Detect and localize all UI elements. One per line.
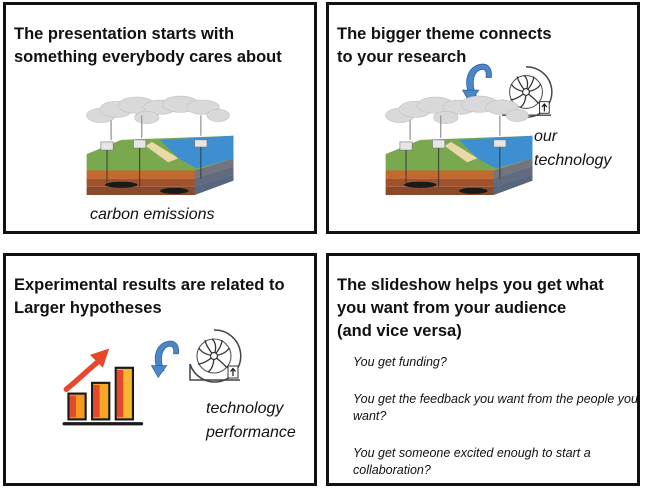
panel-heading: The slideshow helps you get what you wan… [337, 276, 604, 340]
panel-caption: technology performance [206, 400, 296, 441]
bar-chart-growth-icon [62, 342, 148, 428]
turbine-icon [182, 326, 246, 386]
panel-motivation: The presentation starts with something e… [3, 2, 317, 234]
panel-caption: carbon emissions [90, 206, 215, 223]
landscape-cross-section-illustration [80, 95, 234, 197]
panel-heading: The bigger theme connects to your resear… [337, 25, 552, 66]
panel-heading: Experimental results are related to Larg… [14, 276, 285, 317]
landscape-cross-section-illustration [379, 95, 533, 197]
list-item: You get funding? [353, 355, 447, 369]
panel-audience-goals: The slideshow helps you get what you wan… [326, 253, 640, 486]
curved-arrow-icon [148, 336, 182, 380]
list-item: You get the feedback you want from the p… [353, 392, 638, 423]
panel-caption: our technology [534, 128, 612, 169]
panel-heading: The presentation starts with something e… [14, 25, 282, 66]
list-item: You get someone excited enough to start … [353, 446, 591, 477]
panel-bigger-theme: The bigger theme connects to your resear… [326, 2, 640, 234]
panel-experimental-results: Experimental results are related to Larg… [3, 253, 317, 486]
